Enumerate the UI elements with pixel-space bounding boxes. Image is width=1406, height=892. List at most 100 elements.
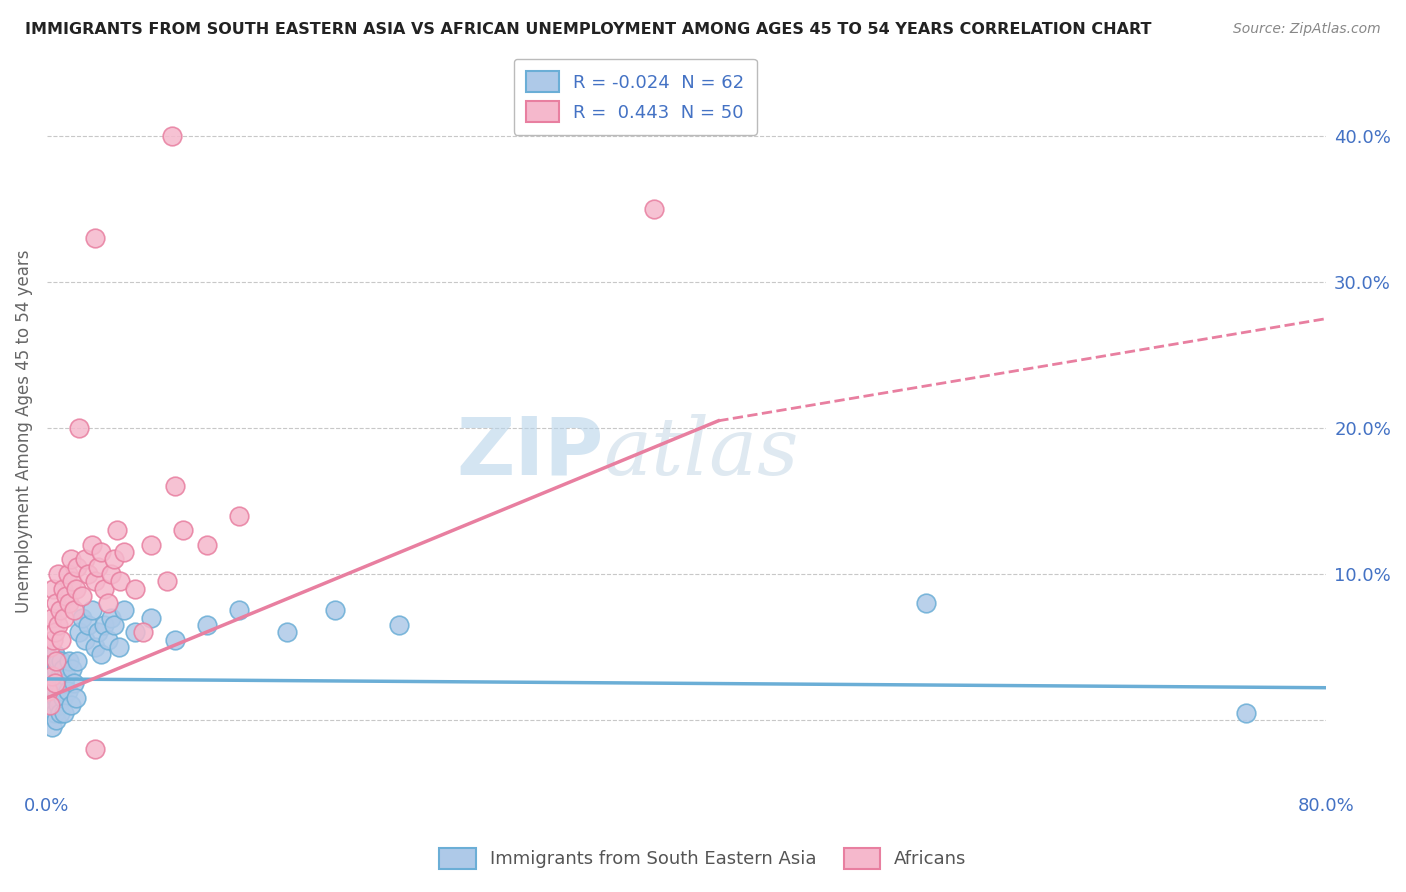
Point (139, 538, 162, 552)
Point (124, 582, 146, 596)
Point (45, 662, 67, 676)
Point (63, 676, 86, 690)
Point (90, 647, 112, 661)
Text: Source: ZipAtlas.com: Source: ZipAtlas.com (1233, 22, 1381, 37)
Point (163, 632, 186, 647)
Point (70, 589, 93, 603)
Point (48, 706, 70, 720)
Point (67, 625, 90, 640)
Point (83, 742, 105, 756)
Point (75, 632, 97, 647)
Point (44, 669, 66, 683)
Point (195, 618, 218, 632)
Point (48, 669, 70, 683)
Point (124, 625, 146, 640)
Point (67, 421, 90, 435)
Point (97, 632, 120, 647)
Point (55, 589, 77, 603)
Point (93, 582, 115, 596)
Point (52, 582, 75, 596)
Point (53, 706, 76, 720)
Point (42, 582, 65, 596)
Point (46, 655, 69, 669)
Point (105, 523, 128, 537)
Text: ZIP: ZIP (456, 414, 603, 492)
Point (80, 603, 103, 617)
Point (45, 713, 67, 727)
Point (58, 655, 80, 669)
Point (643, 202, 665, 217)
Point (65, 582, 87, 596)
Point (53, 611, 76, 625)
Point (172, 523, 194, 537)
Point (87, 625, 110, 640)
Point (195, 538, 218, 552)
Point (44, 647, 66, 661)
Point (112, 545, 135, 559)
Point (46, 566, 69, 581)
Point (46, 618, 69, 632)
Point (108, 640, 131, 654)
Legend: R = -0.024  N = 62, R =  0.443  N = 50: R = -0.024 N = 62, R = 0.443 N = 50 (513, 59, 756, 135)
Point (42, 676, 65, 690)
Point (1234, 706, 1257, 720)
Point (387, 618, 409, 632)
Point (42, 632, 65, 647)
Point (41, 611, 63, 625)
Point (83, 640, 105, 654)
Point (62, 662, 84, 676)
Point (156, 574, 179, 589)
Text: atlas: atlas (603, 414, 799, 491)
Point (83, 574, 105, 589)
Point (44, 683, 66, 698)
Point (37, 683, 59, 698)
Point (51, 632, 73, 647)
Legend: Immigrants from South Eastern Asia, Africans: Immigrants from South Eastern Asia, Afri… (432, 840, 974, 876)
Point (100, 566, 122, 581)
Point (45, 655, 67, 669)
Point (53, 676, 76, 690)
Point (55, 669, 77, 683)
Point (37, 698, 59, 713)
Point (62, 574, 84, 589)
Point (41, 720, 63, 734)
Point (45, 690, 67, 705)
Point (228, 603, 250, 617)
Point (110, 574, 132, 589)
Point (103, 618, 125, 632)
Point (52, 662, 75, 676)
Point (42, 698, 65, 713)
Point (51, 683, 73, 698)
Point (46, 698, 69, 713)
Point (132, 625, 155, 640)
Point (160, 129, 183, 144)
Point (93, 618, 115, 632)
Text: IMMIGRANTS FROM SOUTH EASTERN ASIA VS AFRICAN UNEMPLOYMENT AMONG AGES 45 TO 54 Y: IMMIGRANTS FROM SOUTH EASTERN ASIA VS AF… (25, 22, 1152, 37)
Point (75, 552, 97, 566)
Point (87, 559, 110, 574)
Point (63, 603, 86, 617)
Point (37, 669, 59, 683)
Point (51, 655, 73, 669)
Point (228, 508, 250, 523)
Point (97, 596, 120, 610)
Point (41, 669, 63, 683)
Point (52, 690, 75, 705)
Point (48, 603, 70, 617)
Point (90, 545, 112, 559)
Point (77, 618, 100, 632)
Point (112, 603, 135, 617)
Point (39, 706, 62, 720)
Point (39, 640, 62, 654)
Point (45, 596, 67, 610)
Point (915, 596, 938, 610)
Point (41, 690, 63, 705)
Point (77, 566, 100, 581)
Point (44, 676, 66, 690)
Point (66, 655, 89, 669)
Point (56, 566, 79, 581)
Point (42, 655, 65, 669)
Point (39, 647, 62, 661)
Point (66, 559, 89, 574)
Point (44, 625, 66, 640)
